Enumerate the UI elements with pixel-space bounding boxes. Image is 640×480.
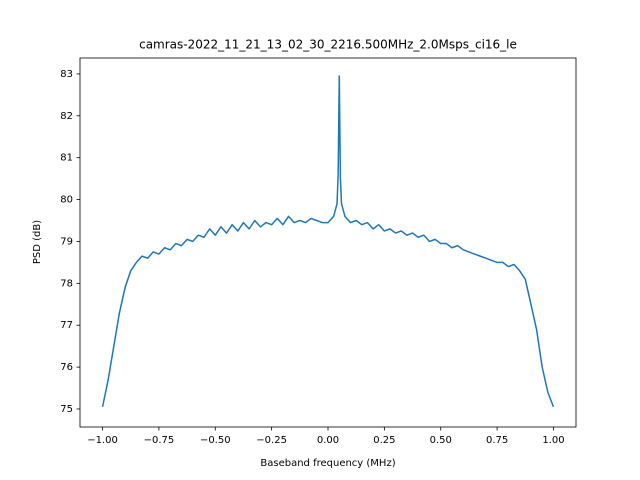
data-line (101, 75, 555, 408)
y-tick-label: 76 (60, 362, 73, 373)
x-tick-label: 0.00 (317, 435, 339, 446)
y-axis-label: PSD (dB) (32, 220, 43, 264)
x-tick-label: 0.75 (486, 435, 508, 446)
y-tick-label: 78 (60, 278, 73, 289)
x-tick-label: 0.25 (373, 435, 395, 446)
y-tick-label: 80 (60, 195, 73, 206)
y-tick-label: 79 (60, 236, 73, 247)
x-tick-label: −1.00 (87, 435, 118, 446)
y-tick-label: 77 (60, 320, 73, 331)
x-tick-label: −0.25 (256, 435, 287, 446)
y-tick-label: 82 (60, 111, 73, 122)
plot-frame (79, 57, 577, 428)
y-tick-label: 75 (60, 404, 73, 415)
y-tick-label: 83 (60, 69, 73, 80)
x-axis-label: Baseband frequency (MHz) (260, 458, 395, 469)
chart-title: camras-2022_11_21_13_02_30_2216.500MHz_2… (139, 38, 517, 52)
y-tick-label: 81 (60, 153, 73, 164)
x-tick-label: 1.00 (542, 435, 564, 446)
x-tick-label: −0.50 (200, 435, 231, 446)
x-tick-label: 0.50 (430, 435, 452, 446)
x-tick-label: −0.75 (144, 435, 175, 446)
